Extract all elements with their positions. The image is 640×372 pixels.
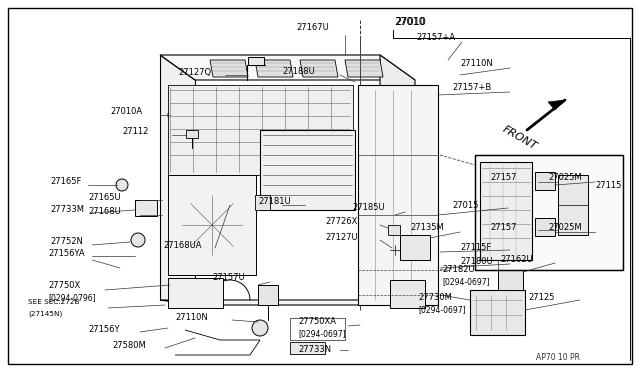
Text: 27010: 27010: [395, 17, 426, 27]
Bar: [260, 130, 355, 210]
Text: 27182U: 27182U: [442, 266, 475, 275]
Circle shape: [200, 213, 224, 237]
Text: 27185U: 27185U: [352, 203, 385, 212]
Text: 27162U: 27162U: [500, 256, 532, 264]
Text: 27127U: 27127U: [325, 234, 358, 243]
Text: 27181U: 27181U: [258, 198, 291, 206]
Text: 27010A: 27010A: [110, 108, 142, 116]
Circle shape: [116, 179, 128, 191]
Text: 27580M: 27580M: [112, 341, 146, 350]
Text: 27156YA: 27156YA: [48, 250, 84, 259]
Text: 27168UA: 27168UA: [163, 241, 202, 250]
Bar: [498, 270, 523, 290]
Bar: [475, 155, 623, 270]
Polygon shape: [198, 195, 240, 210]
Text: 27112: 27112: [122, 128, 148, 137]
Text: 27180U: 27180U: [460, 257, 493, 266]
Text: 27110N: 27110N: [460, 60, 493, 68]
Polygon shape: [380, 55, 415, 305]
Text: 27015: 27015: [452, 201, 478, 209]
Circle shape: [168, 108, 182, 122]
Text: 27167U: 27167U: [296, 23, 329, 32]
Bar: [390, 280, 425, 308]
Bar: [168, 175, 256, 275]
Text: 27025M: 27025M: [548, 173, 582, 183]
Bar: [290, 342, 325, 354]
Text: 27752N: 27752N: [50, 237, 83, 247]
Text: 27750X: 27750X: [48, 282, 80, 291]
Bar: [558, 175, 588, 235]
Text: [0294-0697]: [0294-0697]: [418, 305, 466, 314]
Text: 27135M: 27135M: [410, 224, 444, 232]
Text: 27157U: 27157U: [212, 273, 244, 282]
Bar: [135, 200, 157, 216]
Text: 27025M: 27025M: [548, 224, 582, 232]
Bar: [168, 85, 353, 175]
Bar: [535, 218, 555, 236]
Polygon shape: [548, 100, 565, 110]
Text: 27156Y: 27156Y: [88, 326, 120, 334]
Text: [0294-0697]: [0294-0697]: [442, 278, 490, 286]
Text: 27157: 27157: [490, 173, 516, 183]
Bar: [168, 278, 223, 308]
Circle shape: [177, 190, 247, 260]
Text: 27157+B: 27157+B: [452, 83, 492, 93]
Polygon shape: [175, 280, 215, 306]
Polygon shape: [300, 60, 338, 77]
Polygon shape: [160, 55, 415, 80]
Text: 27168U: 27168U: [88, 208, 121, 217]
Text: 27110N: 27110N: [175, 314, 208, 323]
Bar: [470, 290, 525, 335]
Bar: [186, 130, 198, 138]
Text: 27115: 27115: [595, 180, 621, 189]
Text: 27127Q: 27127Q: [178, 67, 211, 77]
Text: 27125: 27125: [528, 294, 554, 302]
Bar: [290, 318, 345, 340]
Text: (27145N): (27145N): [28, 311, 62, 317]
Bar: [258, 285, 278, 305]
Text: 27115F: 27115F: [460, 244, 492, 253]
Text: [0294-0796]: [0294-0796]: [48, 294, 95, 302]
Bar: [248, 57, 264, 65]
Bar: [255, 195, 270, 210]
Text: [0294-0697]: [0294-0697]: [298, 330, 346, 339]
Text: SEE SEC.272B: SEE SEC.272B: [28, 299, 79, 305]
Text: 27165F: 27165F: [50, 177, 81, 186]
Bar: [480, 162, 532, 260]
Text: 27157+A: 27157+A: [416, 33, 455, 42]
Polygon shape: [345, 60, 383, 77]
Text: 27010: 27010: [394, 17, 425, 27]
Circle shape: [390, 245, 400, 255]
Circle shape: [131, 233, 145, 247]
Text: 27157: 27157: [490, 224, 516, 232]
Polygon shape: [210, 60, 248, 77]
Text: 27733M: 27733M: [50, 205, 84, 215]
Text: 27733N: 27733N: [298, 346, 331, 355]
Text: 27188U: 27188U: [282, 67, 315, 77]
Text: 27730M: 27730M: [418, 294, 452, 302]
Bar: [358, 85, 438, 305]
Text: FRONT: FRONT: [501, 124, 539, 152]
Polygon shape: [160, 55, 195, 300]
Text: 27726X: 27726X: [325, 218, 357, 227]
Polygon shape: [255, 60, 293, 77]
Text: 27750XA: 27750XA: [298, 317, 336, 327]
Text: AP70 10 PR: AP70 10 PR: [536, 353, 580, 362]
Circle shape: [252, 320, 268, 336]
Bar: [535, 172, 555, 190]
Bar: [388, 225, 400, 235]
Circle shape: [392, 209, 404, 221]
Text: 27165U: 27165U: [88, 193, 120, 202]
Polygon shape: [160, 300, 415, 305]
Bar: [400, 235, 430, 260]
